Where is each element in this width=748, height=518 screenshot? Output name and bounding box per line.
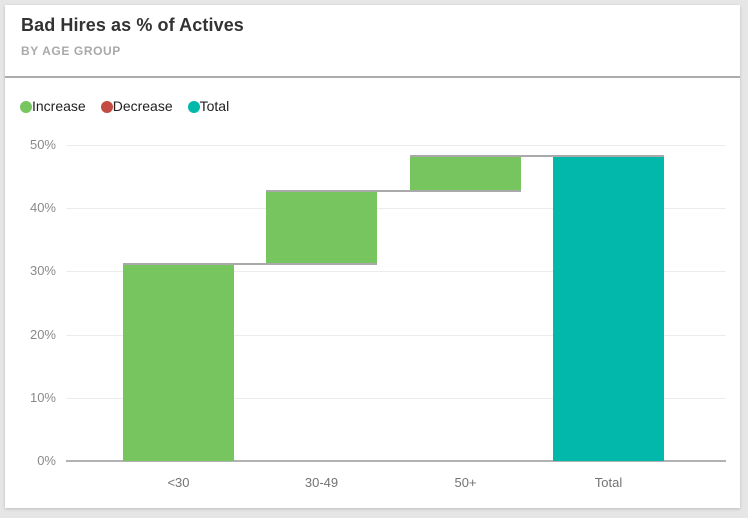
y-axis-tick-label: 50% xyxy=(29,137,56,152)
increase-dot-icon xyxy=(20,100,32,113)
waterfall-bar-3049[interactable] xyxy=(266,192,377,266)
waterfall-bar-30[interactable] xyxy=(123,265,234,461)
gridline xyxy=(66,208,726,210)
legend-label-increase: Increase xyxy=(32,98,86,114)
legend: Increase Decrease Total xyxy=(20,99,229,114)
chart-title: Bad Hires as % of Actives xyxy=(21,15,244,35)
title-divider xyxy=(5,76,740,78)
waterfall-bar-total[interactable] xyxy=(553,157,664,461)
gridline xyxy=(66,334,726,336)
y-axis-tick-label: 30% xyxy=(29,263,56,279)
waterfall-connector xyxy=(410,155,664,157)
y-axis-tick-label: 10% xyxy=(29,389,56,405)
y-axis-tick-label: 40% xyxy=(29,200,56,216)
x-axis-line xyxy=(66,460,726,462)
waterfall-bar-50[interactable] xyxy=(410,157,521,193)
waterfall-connector xyxy=(123,263,377,266)
legend-item-increase[interactable]: Increase xyxy=(20,99,86,114)
gridline xyxy=(66,145,726,146)
x-axis-category-label: <30 xyxy=(167,475,190,490)
waterfall-connector xyxy=(266,190,521,193)
total-dot-icon xyxy=(187,100,200,113)
y-axis-tick-label: 20% xyxy=(29,326,56,342)
x-axis-category-label: Total xyxy=(594,475,623,490)
x-axis-category-label: 30-49 xyxy=(304,475,339,490)
y-axis-tick-label: 0% xyxy=(37,453,56,468)
decrease-dot-icon xyxy=(100,100,113,113)
legend-item-decrease[interactable]: Decrease xyxy=(100,98,173,114)
gridline xyxy=(66,397,726,399)
legend-label-total: Total xyxy=(199,98,230,114)
chart-subtitle: BY AGE GROUP xyxy=(21,44,121,58)
legend-label-decrease: Decrease xyxy=(112,98,173,114)
gridline xyxy=(66,271,726,273)
legend-item-total[interactable]: Total xyxy=(187,98,230,114)
x-axis-category-label: 50+ xyxy=(454,475,477,490)
